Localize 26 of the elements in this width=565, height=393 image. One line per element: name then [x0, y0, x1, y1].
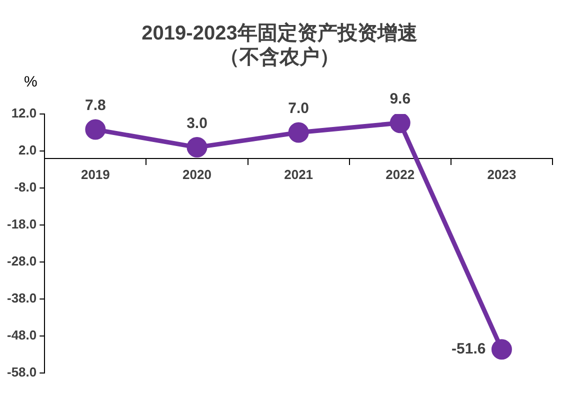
point	[186, 137, 208, 158]
point	[288, 122, 309, 143]
point	[390, 114, 410, 134]
y-tick-label: 2.0	[18, 142, 37, 158]
y-tick-label: -28.0	[6, 254, 37, 269]
x-tick-label: 2022	[386, 166, 415, 182]
text: 2019-2023年固定资产投资增速	[142, 22, 418, 45]
x-tick-label: 2019	[80, 166, 110, 182]
y-tick-label: -48.0	[6, 328, 37, 343]
x-tick-label: 2023	[487, 166, 516, 182]
point	[491, 339, 512, 360]
data-label: 9.6	[390, 90, 411, 108]
data-label: 3.0	[186, 114, 208, 132]
data-label: 7.8	[84, 97, 106, 114]
y-tick-label: 12.0	[11, 106, 37, 121]
y-tick-label: -8.0	[14, 180, 37, 195]
y-axis-title: %	[24, 74, 38, 91]
text: （不含农户）	[220, 46, 340, 69]
y-tick-label: -38.0	[6, 290, 37, 306]
y-tick-label: -58.0	[6, 364, 37, 380]
data-label: 7.0	[288, 100, 309, 118]
x-tick-label: 2020	[182, 166, 212, 182]
x-tick-label: 2021	[284, 166, 314, 182]
point	[85, 119, 106, 140]
y-tick-label: -18.0	[6, 216, 37, 232]
data-label: -51.6	[452, 340, 486, 358]
